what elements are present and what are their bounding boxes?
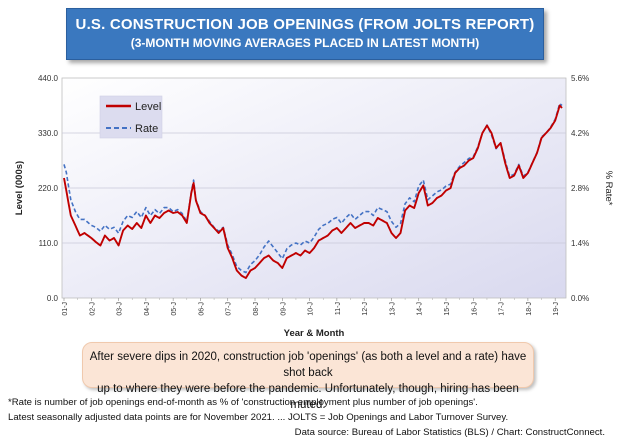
y-left-tick-label: 220.0 (38, 184, 59, 193)
chart-title: U.S. CONSTRUCTION JOB OPENINGS (FROM JOL… (75, 16, 535, 33)
y-right-tick-label: 4.2% (571, 129, 589, 138)
x-tick-label: 01-J (62, 302, 69, 316)
y-left-tick-label: 330.0 (38, 129, 59, 138)
chart-subtitle: (3-MONTH MOVING AVERAGES PLACED IN LATES… (130, 36, 480, 50)
x-tick-label: 11-J (335, 302, 342, 315)
x-tick-label: 10-J (308, 302, 315, 316)
x-tick-label: 17-J (499, 302, 506, 316)
x-tick-label: 13-J (389, 302, 396, 316)
x-tick-label: 16-J (471, 302, 478, 316)
legend: Level Rate (99, 95, 163, 139)
y-left-tick-label: 0.0 (47, 294, 59, 303)
commentary-line-2: up to where they were before the pandemi… (97, 383, 519, 411)
x-tick-label: 18-J (526, 302, 533, 316)
series-line-level (63, 104, 563, 279)
x-tick-label: 08-J (253, 302, 260, 316)
y-left-tick-label: 440.0 (38, 74, 59, 83)
legend-box (99, 95, 163, 139)
x-tick-label: 09-J (280, 302, 287, 316)
footnote-latest: Latest seasonally adjusted data points a… (8, 412, 509, 423)
legend-level-label: Level (135, 101, 161, 113)
x-axis-label: Year & Month (284, 328, 345, 339)
y-right-tick-label: 5.6% (571, 74, 589, 83)
x-tick-label: 14-J (417, 302, 424, 316)
x-tick-label: 05-J (171, 302, 178, 316)
x-tick-label: 06-J (198, 302, 205, 316)
line-chart: 0.0 110.0 220.0 330.0 440.0 0.0% 1.4% 2.8% 4.2%… (14, 74, 614, 339)
y-axis-left-label: Level (000s) (14, 161, 25, 215)
legend-rate-label: Rate (135, 123, 158, 135)
data-source: Data source: Bureau of Labor Statistics … (294, 427, 605, 438)
x-tick-label: 19-J (553, 302, 560, 316)
commentary-box: After severe dips in 2020, construction … (82, 342, 534, 411)
x-tick-label: 12-J (362, 302, 369, 316)
x-tick-label: 02-J (89, 302, 96, 316)
footnote-rate: *Rate is number of job openings end-of-m… (8, 397, 478, 408)
y-left-tick-label: 110.0 (39, 239, 59, 248)
x-tick-label: 07-J (226, 302, 233, 316)
commentary-line-1: After severe dips in 2020, construction … (89, 351, 527, 379)
y-axis-right-label: % Rate* (603, 171, 614, 206)
x-tick-label: 03-J (117, 302, 124, 316)
y-right-tick-label: 2.8% (571, 184, 589, 193)
x-tick-label: 04-J (144, 302, 151, 316)
y-right-tick-label: 1.4% (571, 239, 589, 248)
chart-title-banner: U.S. CONSTRUCTION JOB OPENINGS (FROM JOL… (66, 8, 544, 60)
y-right-tick-label: 0.0% (571, 294, 589, 303)
x-tick-label: 15-J (444, 302, 451, 316)
